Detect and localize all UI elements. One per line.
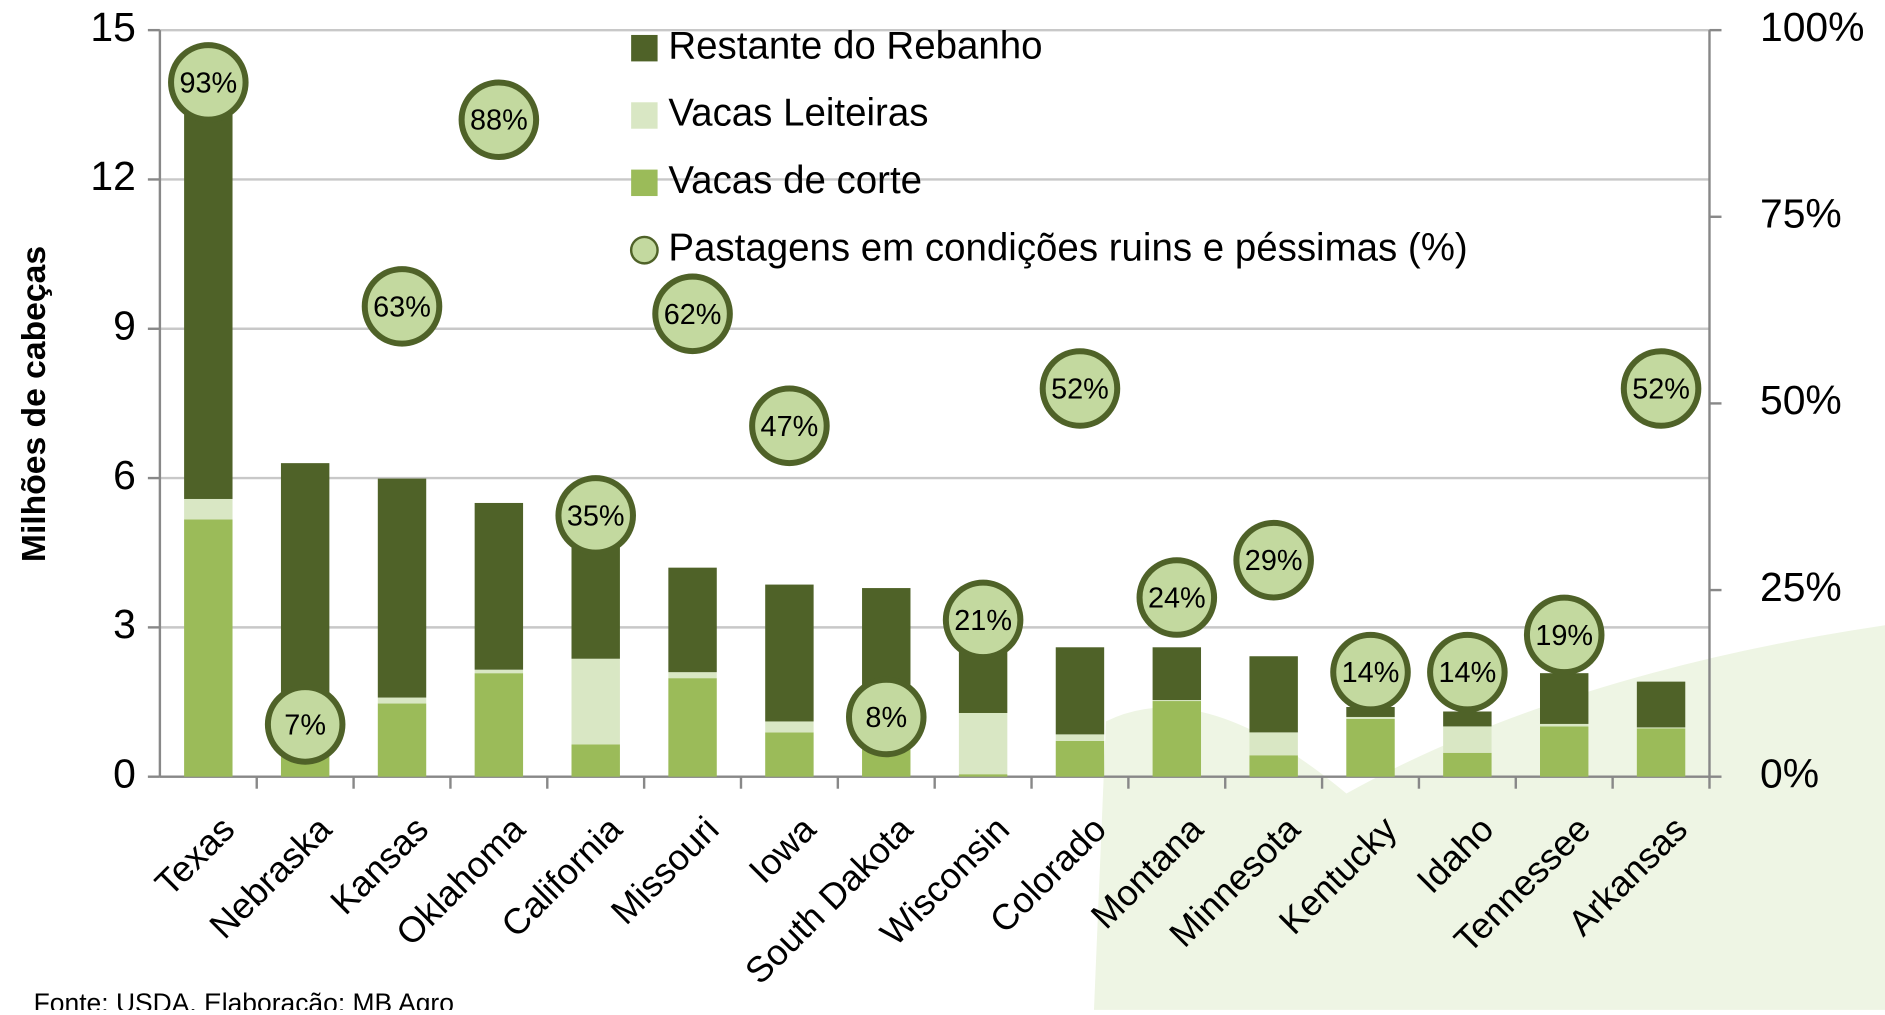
bar-segment: [474, 673, 524, 777]
legend-label: Vacas de corte: [668, 159, 922, 202]
bar-segment: [765, 584, 814, 722]
data-label: 62%: [664, 299, 722, 331]
percent-marker: [1233, 519, 1314, 601]
legend-marker: [631, 169, 658, 197]
bar-segment: [1249, 755, 1298, 777]
bar-segment: [668, 672, 717, 679]
data-label: 24%: [1148, 583, 1206, 615]
x-tick-label: Iowa: [741, 808, 825, 892]
y-tick-label: 9: [113, 303, 136, 349]
bar-segment: [1055, 647, 1105, 735]
bar-segment: [571, 744, 620, 777]
bar-segment: [1539, 723, 1589, 727]
y2-tick-label: 0%: [1760, 750, 1819, 796]
percent-marker: [1427, 631, 1508, 713]
bar-segment: [377, 697, 427, 704]
legend-marker: [629, 235, 659, 265]
bar-segment: [1539, 726, 1589, 777]
source: Fonte: USDA. Elaboração: MB Agro: [34, 988, 454, 1010]
data-label: 35%: [567, 500, 625, 532]
legend-label: Restante do Rebanho: [668, 24, 1042, 67]
percent-marker: [1620, 348, 1702, 429]
data-label: 63%: [373, 291, 431, 323]
bar-segment: [1346, 718, 1395, 777]
bar-segment: [1443, 752, 1492, 777]
data-label: 29%: [1245, 545, 1303, 577]
y2-tick-label: 50%: [1760, 377, 1842, 423]
bar-segment: [1055, 734, 1105, 741]
bar-segment: [1636, 728, 1686, 777]
bar-segment: [958, 712, 1008, 775]
bar-segment: [184, 519, 233, 777]
percent-marker: [361, 266, 443, 347]
data-label: 8%: [865, 702, 907, 734]
data-label: 19%: [1535, 620, 1593, 652]
bar-segment: [668, 567, 717, 673]
bar-segment: [571, 658, 620, 745]
y2-tick-label: 75%: [1760, 191, 1842, 237]
bar-segment: [1539, 673, 1589, 724]
data-label: 21%: [954, 605, 1012, 637]
background-shape: [1093, 625, 1885, 1010]
percent-marker: [168, 42, 249, 123]
bar-segment: [958, 774, 1008, 777]
legend-marker: [631, 34, 658, 62]
bar-segment: [474, 502, 524, 670]
percent-marker: [652, 273, 733, 355]
percent-marker: [555, 475, 636, 556]
bar-segment: [1249, 732, 1298, 756]
bar-segment: [1443, 711, 1492, 727]
bar-segment: [184, 110, 233, 499]
x-tick-label: Missouri: [603, 808, 727, 932]
y-tick-label: 6: [113, 452, 136, 498]
x-tick-label: South Dakota: [737, 808, 921, 992]
data-label: 47%: [761, 411, 819, 443]
bar-segment: [1636, 681, 1686, 728]
bar-segment: [1346, 716, 1395, 719]
data-label: 88%: [470, 105, 528, 137]
percent-marker: [942, 579, 1024, 661]
bar-segment: [474, 669, 524, 674]
bar-segment: [1152, 700, 1202, 702]
y2-tick-label: 25%: [1760, 564, 1842, 610]
y-tick-label: 3: [113, 601, 136, 647]
data-label: 14%: [1438, 657, 1496, 689]
bar-segment: [377, 478, 427, 698]
percent-marker: [845, 676, 927, 758]
data-label: 7%: [284, 709, 326, 741]
bar-segment: [668, 678, 717, 777]
bar-segment: [765, 721, 814, 733]
y-tick-label: 15: [90, 4, 135, 50]
bar-segment: [765, 732, 814, 777]
bar-segment: [1249, 656, 1298, 733]
percent-marker: [264, 684, 346, 765]
bar-segment: [1152, 701, 1202, 777]
bar-segment: [1152, 647, 1202, 701]
bar-segment: [377, 703, 427, 777]
percent-marker: [458, 79, 540, 161]
data-label: 52%: [1051, 374, 1109, 406]
percent-marker: [1330, 631, 1411, 713]
y2-tick-label: 100%: [1760, 4, 1865, 50]
bar-segment: [184, 498, 233, 520]
data-label: 52%: [1632, 374, 1690, 406]
data-label: 93%: [179, 67, 237, 99]
legend-label: Pastagens em condições ruins e péssimas …: [668, 226, 1467, 269]
percent-marker: [1039, 348, 1121, 429]
bar-segment: [1443, 726, 1492, 753]
data-label: 14%: [1342, 657, 1400, 689]
y-tick-label: 0: [113, 750, 136, 796]
legend-label: Vacas Leiteiras: [668, 92, 928, 135]
percent-marker: [749, 385, 830, 467]
y-tick-label: 12: [90, 153, 135, 199]
legend-marker: [631, 102, 658, 129]
bar-segment: [1055, 740, 1105, 777]
percent-marker: [1523, 594, 1605, 676]
percent-marker: [1136, 557, 1218, 638]
bar-segment: [1636, 727, 1686, 729]
y-axis-label: Milhões de cabeças: [16, 246, 53, 562]
